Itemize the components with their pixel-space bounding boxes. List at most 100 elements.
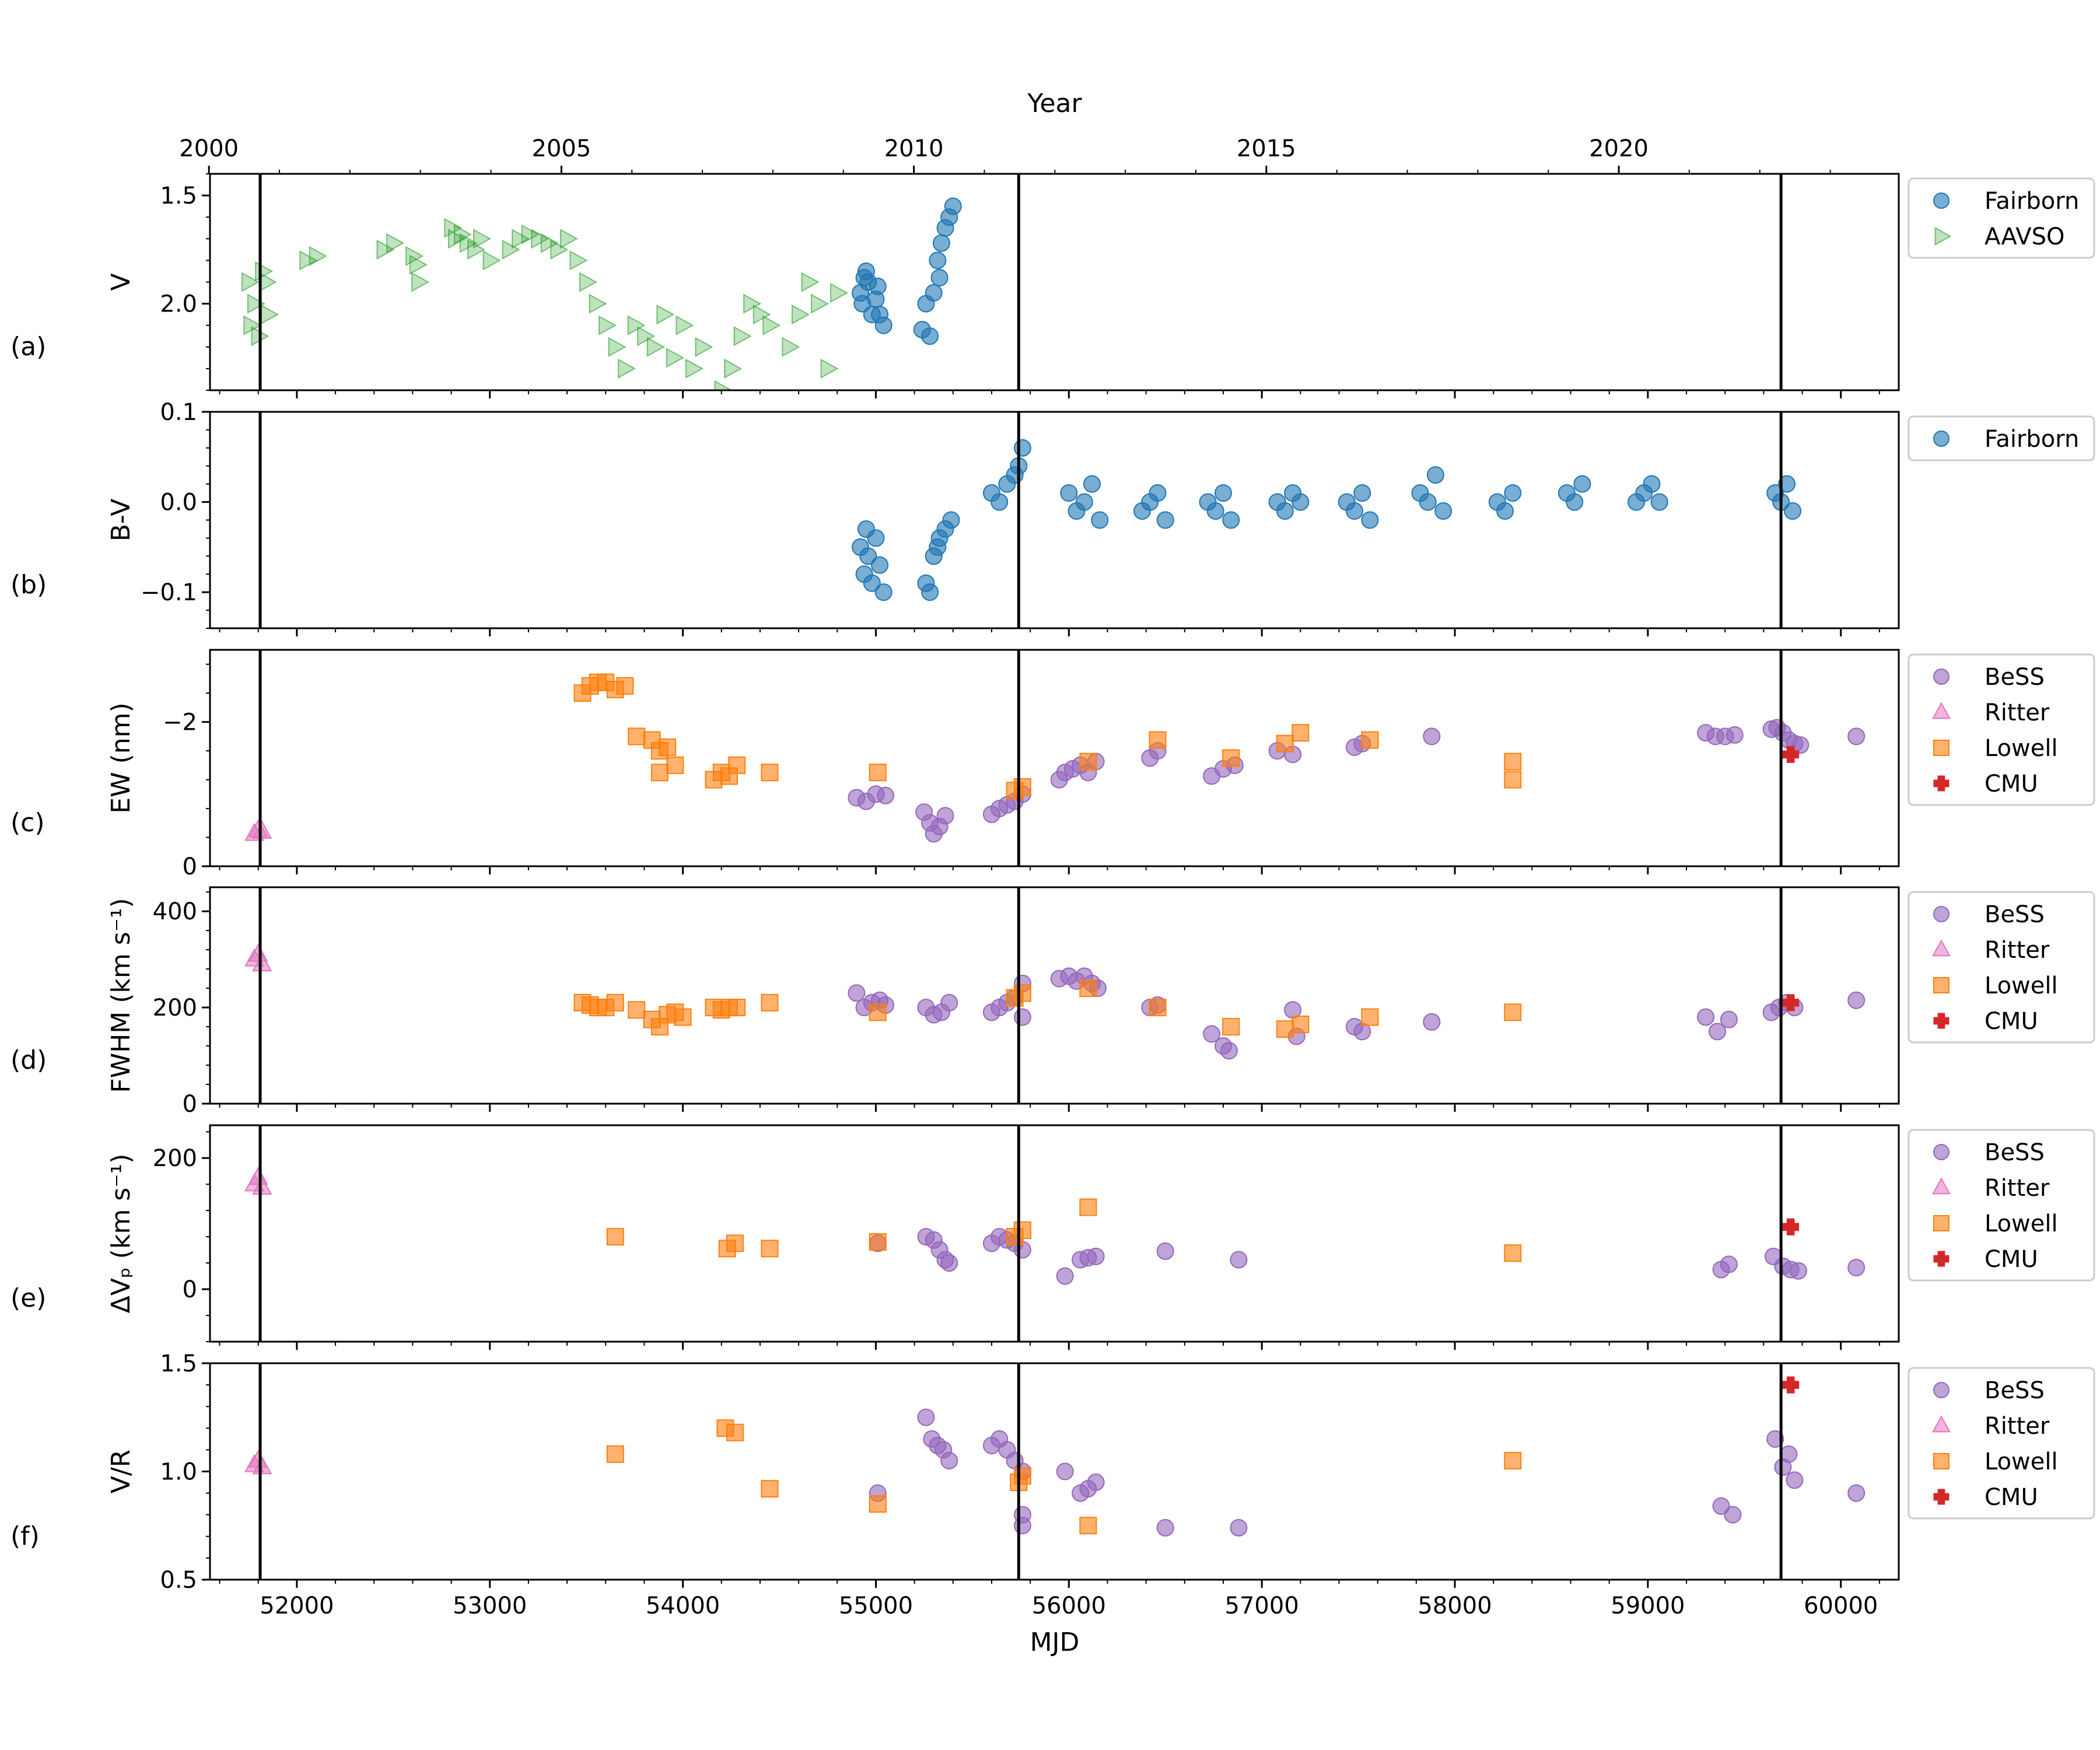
data-point (1782, 1218, 1800, 1236)
y-tick-label: 400 (153, 898, 197, 925)
data-point (411, 272, 430, 292)
x-tick-label: 52000 (260, 1592, 334, 1619)
data-point (1563, 105, 1579, 121)
data-point (1091, 131, 1108, 148)
data-point (1219, 125, 1236, 141)
legend-label: Ritter (1985, 699, 2050, 726)
series-cmu (1782, 1218, 1800, 1236)
legend-marker (1932, 1177, 1951, 1195)
data-point (1420, 123, 1436, 139)
legend-label: Fairborn (1985, 188, 2079, 215)
data-point (1013, 1517, 1031, 1535)
data-point (409, 254, 428, 275)
data-point (1013, 439, 1031, 457)
data-point (447, 229, 467, 249)
data-point (1501, 116, 1517, 132)
legend-marker (1933, 192, 1950, 209)
data-point (618, 358, 636, 379)
legend-box (1908, 1367, 2095, 1520)
y-tick-label: 0.0 (160, 489, 197, 516)
axes-frame (209, 1124, 1900, 1343)
data-point (991, 123, 1007, 139)
y-tick-label: 1.5 (160, 1350, 197, 1377)
data-point (1854, 105, 1870, 121)
data-point (1640, 107, 1656, 124)
legend-marker (1934, 227, 1952, 246)
data-point (1847, 1484, 1866, 1502)
data-point (1230, 1518, 1248, 1536)
data-point (695, 337, 713, 357)
data-point (1056, 1462, 1074, 1480)
data-point (761, 1480, 779, 1498)
data-point (579, 272, 598, 292)
legend-label: BeSS (1985, 1139, 2045, 1166)
y-tick-label: 0 (183, 853, 197, 880)
data-point (976, 123, 992, 139)
data-point (1149, 484, 1167, 502)
data-point (1277, 120, 1293, 136)
legend-marker (1933, 1013, 1950, 1029)
data-point (376, 239, 395, 260)
data-point (1504, 771, 1522, 789)
data-point (871, 556, 889, 574)
data-point (1789, 1262, 1807, 1280)
legend-label: CMU (1985, 771, 2038, 797)
data-point (1647, 105, 1664, 121)
panel-b: 0.1 0.0 −0.1 B-V (b) Fairborn (10, 399, 2095, 636)
series-lowell (573, 673, 1522, 800)
data-point (820, 358, 839, 379)
x-tick-label: 55000 (839, 1592, 913, 1619)
data-point (569, 250, 588, 271)
data-point (869, 1495, 887, 1513)
y-tick-label: 0.5 (160, 1567, 197, 1594)
data-point (940, 1451, 958, 1469)
axes-frame (209, 1362, 1900, 1581)
data-point (1485, 114, 1502, 130)
data-point (606, 1228, 624, 1246)
data-point (1211, 120, 1227, 136)
legend-label: BeSS (1985, 901, 2045, 928)
data-point (830, 282, 849, 303)
data-point (512, 229, 530, 249)
y-tick-label: 2.0 (160, 291, 197, 318)
data-point (1786, 1471, 1804, 1489)
data-point (1196, 118, 1212, 134)
data-point (761, 764, 779, 782)
data-point (666, 756, 684, 774)
data-point (1079, 979, 1097, 998)
data-point (1222, 749, 1240, 767)
data-point (942, 511, 960, 529)
data-point (1504, 1451, 1522, 1469)
data-point (728, 756, 746, 774)
year-tick-label: 2010 (884, 135, 944, 162)
data-point (309, 246, 327, 267)
legend-marker (1933, 668, 1950, 685)
axes-frame (209, 173, 1900, 391)
data-point (1643, 475, 1661, 493)
data-layer (244, 1376, 1866, 1536)
data-point (598, 315, 617, 335)
data-point (1570, 110, 1587, 126)
x-tick-label: 57000 (1225, 1592, 1299, 1619)
data-point (252, 953, 272, 972)
x-tick-label: 59000 (1611, 1592, 1685, 1619)
data-point (1014, 125, 1031, 141)
data-point (453, 224, 472, 244)
legend-marker (1933, 1144, 1950, 1160)
y-axis-label: EW (nm) (106, 702, 136, 813)
data-point (1156, 511, 1174, 529)
series-lowell (606, 1419, 1522, 1535)
data-point (597, 673, 615, 691)
panel-letter: (c) (10, 808, 45, 838)
data-point (589, 293, 607, 314)
data-point (1138, 135, 1154, 152)
legend-marker (1933, 740, 1950, 756)
legend-box (1908, 415, 2095, 461)
data-point (1276, 734, 1294, 752)
data-point (252, 1176, 272, 1195)
data-point (752, 304, 771, 325)
data-point (1353, 484, 1371, 502)
data-point (1847, 1258, 1866, 1276)
legend-box (1908, 1129, 2095, 1282)
